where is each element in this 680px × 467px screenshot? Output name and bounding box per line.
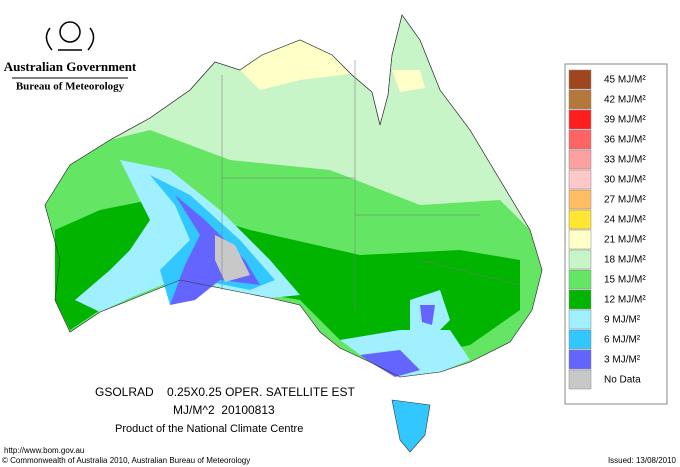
legend-label: 21 MJ/M² <box>604 235 646 246</box>
legend-swatch <box>568 289 592 310</box>
footer-url: http://www.bom.gov.au <box>4 446 84 455</box>
legend-label: 36 MJ/M² <box>604 135 646 146</box>
legend-swatch <box>568 129 592 150</box>
legend-label: 45 MJ/M² <box>604 75 646 86</box>
legend-label: 39 MJ/M² <box>604 115 646 126</box>
legend-swatch <box>568 169 592 190</box>
caption-line: MJ/M^2 20100813 <box>173 403 275 417</box>
legend-swatch <box>568 269 592 290</box>
legend-label: 42 MJ/M² <box>604 95 646 106</box>
legend-label: 6 MJ/M² <box>604 335 641 346</box>
legend-swatch <box>568 189 592 210</box>
crest <box>45 21 95 51</box>
legend-label: No Data <box>604 375 641 386</box>
legend-swatch <box>568 249 592 270</box>
legend-swatch <box>568 229 592 250</box>
legend-swatch <box>568 209 592 230</box>
legend-label: 9 MJ/M² <box>604 315 641 326</box>
legend-label: 27 MJ/M² <box>604 195 646 206</box>
footer-copyright: © Commonwealth of Australia 2010, Austra… <box>2 456 250 465</box>
footer-issued: Issued: 13/08/2010 <box>608 456 677 465</box>
legend-label: 15 MJ/M² <box>604 275 646 286</box>
legend-label: 30 MJ/M² <box>604 175 646 186</box>
legend-swatch <box>568 109 592 130</box>
legend-swatch <box>568 369 592 390</box>
legend-swatch <box>568 349 592 370</box>
legend-label: 3 MJ/M² <box>604 355 641 366</box>
legend-label: 12 MJ/M² <box>604 295 646 306</box>
legend-swatch <box>568 89 592 110</box>
legend-swatch <box>568 69 592 90</box>
legend-label: 33 MJ/M² <box>604 155 646 166</box>
header-subtitle: Bureau of Meteorology <box>16 81 125 93</box>
legend-swatch <box>568 309 592 330</box>
legend-swatch <box>568 329 592 350</box>
legend-label: 24 MJ/M² <box>604 215 646 226</box>
header-title: Australian Government <box>4 59 137 74</box>
legend: 45 MJ/M² 42 MJ/M² 39 MJ/M² 36 MJ/M² 33 MJ/M²… <box>568 69 646 390</box>
legend-label: 18 MJ/M² <box>604 255 646 266</box>
caption-line: GSOLRAD 0.25X0.25 OPER. SATELLITE EST <box>95 385 356 399</box>
caption-line: Product of the National Climate Centre <box>115 423 303 435</box>
australia <box>44 14 543 453</box>
legend-swatch <box>568 149 592 170</box>
